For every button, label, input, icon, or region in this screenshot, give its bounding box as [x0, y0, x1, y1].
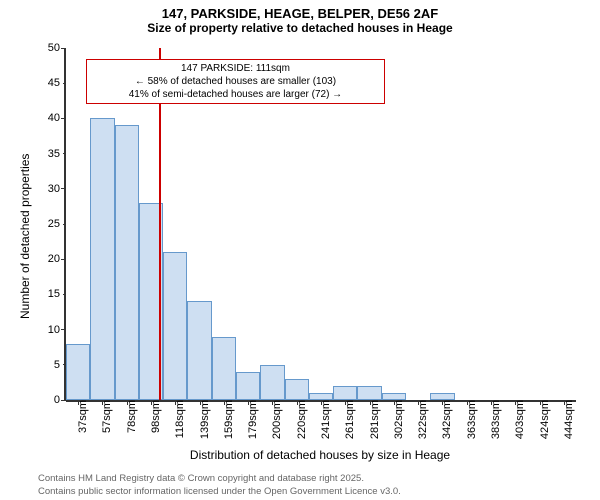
annotation-line: 147 PARKSIDE: 111sqm	[91, 62, 379, 75]
x-tick: 383sqm	[488, 400, 502, 439]
histogram-bar	[66, 344, 90, 400]
x-tick: 57sqm	[99, 400, 113, 433]
histogram-bar	[333, 386, 357, 400]
x-axis-label: Distribution of detached houses by size …	[65, 448, 575, 462]
histogram-bar	[430, 393, 454, 400]
y-tick-minor: 25	[48, 218, 66, 230]
chart-title: 147, PARKSIDE, HEAGE, BELPER, DE56 2AF	[0, 0, 600, 21]
x-tick: 403sqm	[512, 400, 526, 439]
histogram-bar	[236, 372, 260, 400]
histogram-bar	[187, 301, 211, 400]
x-tick: 302sqm	[391, 400, 405, 439]
x-tick: 241sqm	[318, 400, 332, 439]
attribution-line-2: Contains public sector information licen…	[38, 486, 401, 497]
histogram-bar	[309, 393, 333, 400]
y-tick-minor: 45	[48, 77, 66, 89]
histogram-bar	[285, 379, 309, 400]
x-tick: 179sqm	[245, 400, 259, 439]
x-tick: 118sqm	[172, 400, 186, 438]
x-tick: 281sqm	[367, 400, 381, 439]
x-tick: 98sqm	[148, 400, 162, 433]
y-tick-minor: 5	[54, 359, 66, 371]
x-tick: 363sqm	[464, 400, 478, 439]
x-tick: 37sqm	[75, 400, 89, 433]
histogram-bar	[357, 386, 381, 400]
y-tick: 20	[48, 253, 66, 265]
x-tick: 444sqm	[561, 400, 575, 439]
x-tick: 424sqm	[537, 400, 551, 439]
histogram-bar	[382, 393, 406, 400]
x-tick: 139sqm	[197, 400, 211, 439]
x-tick: 78sqm	[124, 400, 138, 433]
annotation-box: 147 PARKSIDE: 111sqm← 58% of detached ho…	[86, 59, 384, 104]
histogram-bar	[212, 337, 236, 400]
y-tick: 30	[48, 183, 66, 195]
y-tick: 0	[54, 394, 66, 406]
annotation-line: ← 58% of detached houses are smaller (10…	[91, 75, 379, 88]
y-tick: 40	[48, 112, 66, 124]
y-tick-minor: 35	[48, 148, 66, 160]
y-tick-minor: 15	[48, 288, 66, 300]
attribution-line-1: Contains HM Land Registry data © Crown c…	[38, 473, 364, 484]
x-tick: 159sqm	[221, 400, 235, 439]
y-axis-label: Number of detached properties	[18, 154, 32, 319]
y-tick: 10	[48, 324, 66, 336]
y-tick: 50	[48, 42, 66, 54]
histogram-bar	[260, 365, 284, 400]
plot-area: 0102030405051525354537sqm57sqm78sqm98sqm…	[65, 48, 576, 401]
x-tick: 322sqm	[415, 400, 429, 439]
chart-subtitle: Size of property relative to detached ho…	[0, 21, 600, 35]
annotation-line: 41% of semi-detached houses are larger (…	[91, 88, 379, 101]
x-tick: 261sqm	[342, 400, 356, 439]
histogram-bar	[163, 252, 187, 400]
x-tick: 342sqm	[439, 400, 453, 439]
chart-container: { "chart": { "type": "histogram", "title…	[0, 0, 600, 500]
x-tick: 200sqm	[269, 400, 283, 439]
x-tick: 220sqm	[294, 400, 308, 439]
histogram-bar	[115, 125, 139, 400]
histogram-bar	[90, 118, 114, 400]
